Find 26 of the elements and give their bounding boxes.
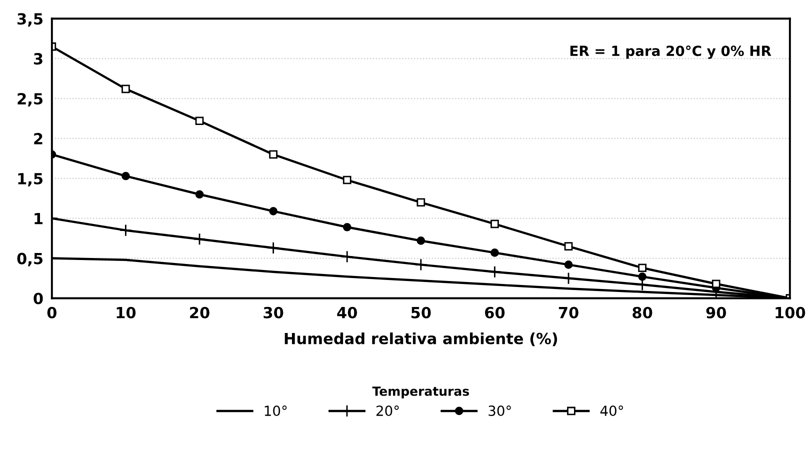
- x-axis-title: Humedad relativa ambiente (%): [284, 332, 558, 346]
- y-tick-label: 3: [34, 53, 42, 65]
- x-tick-label: 100: [776, 306, 806, 318]
- x-tick-label: 60: [485, 306, 505, 318]
- legend-label: 40°: [600, 406, 623, 416]
- x-tick-label: 90: [706, 306, 726, 318]
- x-tick-label: 80: [632, 306, 652, 318]
- x-tick-label: 30: [264, 306, 284, 318]
- x-tick-label: 50: [411, 306, 431, 318]
- y-tick-label: 2,5: [18, 92, 43, 106]
- x-tick-label: 0: [47, 306, 56, 318]
- x-tick-label: 20: [190, 306, 210, 318]
- legend-label: 20°: [376, 406, 399, 416]
- annotation: ER = 1 para 20°C y 0% HR: [570, 46, 772, 59]
- x-tick-label: 70: [558, 306, 578, 318]
- y-tick-label: 2: [34, 132, 42, 144]
- legend-title: Temperaturas: [372, 386, 469, 398]
- x-tick-label: 10: [116, 306, 136, 318]
- y-tick-label: 0,5: [17, 252, 43, 266]
- legend-label: 30°: [488, 406, 511, 416]
- legend-label: 10°: [264, 406, 287, 416]
- y-tick-label: 1: [34, 213, 43, 224]
- y-tick-label: 1,5: [18, 173, 43, 186]
- x-tick-label: 40: [337, 306, 358, 318]
- y-tick-label: 0: [34, 292, 43, 304]
- y-tick-label: 3,5: [18, 13, 43, 27]
